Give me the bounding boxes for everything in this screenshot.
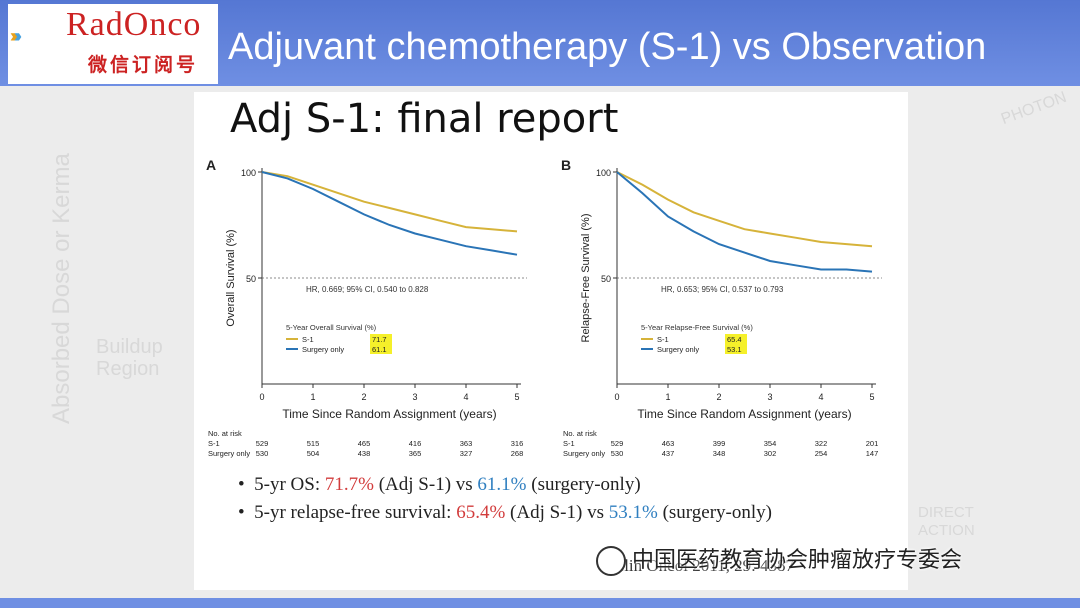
panel-b-y-axis-label: Relapse-Free Survival (%): [580, 214, 592, 343]
panel-a-risk-row-name: S-1: [208, 439, 220, 448]
citation: J Clin Oncol 2011, 29: 4387: [602, 556, 795, 575]
panel-a-x-tick-label: 3: [412, 392, 417, 402]
panel-a-y-tick-label: 50: [246, 274, 256, 284]
panel-b-legend-highlight: [725, 344, 747, 354]
rfs-surgery-value: 53.1%: [608, 502, 658, 523]
logo-subtitle: 微信订阅号: [88, 54, 199, 76]
panel-b-hr-annotation: HR, 0.653; 95% CI, 0.537 to 0.793: [661, 285, 784, 294]
panel-b-risk-value: 463: [662, 439, 675, 448]
panel-a-y-tick-label: 100: [241, 168, 256, 178]
panel-a-legend-value: 61.1: [372, 345, 387, 354]
rfs-s1-value: 65.4%: [456, 502, 506, 523]
wechat-watermark: 中国医药教育协会肿瘤放疗专委会: [596, 542, 962, 577]
page-title: Adjuvant chemotherapy (S-1) vs Observati…: [228, 26, 987, 68]
panel-a-risk-value: 365: [409, 449, 422, 458]
panel-a-risk-row-name: Surgery only: [208, 449, 250, 458]
wechat-icon: [596, 546, 626, 577]
bottom-bar: [0, 598, 1080, 608]
os-s1-value: 71.7%: [324, 474, 374, 495]
panel-a-risk-value: 504: [307, 449, 320, 458]
panel-a-risk-value: 416: [409, 439, 422, 448]
bg-photon-label: PHOTON: [998, 88, 1069, 129]
panel-b-x-axis-label: Time Since Random Assignment (years): [637, 407, 851, 421]
panel-a-label: A: [206, 157, 216, 173]
bg-buildup-label: Buildup Region: [96, 336, 163, 380]
panel-a-x-tick-label: 1: [310, 392, 315, 402]
panel-a-series-s1: [261, 171, 518, 233]
bullet-rfs: • 5-yr relapse-free survival: 65.4% (Adj…: [238, 502, 772, 523]
panel-b-risk-value: 437: [662, 449, 675, 458]
panel-b-risk-value: 530: [611, 449, 624, 458]
panel-b-risk-value: 201: [866, 439, 879, 448]
logo-text: RadOnco: [66, 6, 202, 43]
panel-a-risk-value: 465: [358, 439, 371, 448]
bg-axis-label: Absorbed Dose or Kerma: [48, 153, 75, 424]
panel-a-risk-value: 530: [256, 449, 269, 458]
panel-a-risk-value: 327: [460, 449, 473, 458]
bullet-list: • 5-yr OS: 71.7% (Adj S-1) vs 61.1% (sur…: [238, 474, 772, 530]
panel-a-risk-label: No. at risk: [208, 429, 242, 438]
panel-b-x-tick-label: 4: [818, 392, 823, 402]
bullet-os: • 5-yr OS: 71.7% (Adj S-1) vs 61.1% (sur…: [238, 474, 641, 495]
slide-image: Adj S-1: final report A 100 50 0 1 2 3 4 5 Overal…: [194, 92, 908, 590]
bg-direct-label: DIRECT ACTION: [918, 504, 975, 539]
panel-b-risk-value: 354: [764, 439, 777, 448]
panel-b-y-tick-label: 50: [601, 274, 611, 284]
panel-b-risk-row-name: Surgery only: [563, 449, 605, 458]
panel-a-x-tick-label: 4: [463, 392, 468, 402]
panel-b-legend-value: 53.1: [727, 345, 742, 354]
logo: ›››› RadOnco 微信订阅号: [8, 4, 218, 84]
panel-b-legend-value: 65.4: [727, 335, 742, 344]
panel-a-x-axis-label: Time Since Random Assignment (years): [282, 407, 496, 421]
slide-title: Adj S-1: final report: [230, 96, 619, 142]
panel-b-legend-highlight: [725, 334, 747, 344]
panel-a-series-surgery: [261, 171, 518, 256]
panel-b-risk-value: 399: [713, 439, 726, 448]
panel-b-risk-row-name: S-1: [563, 439, 575, 448]
panel-a-risk-value: 438: [358, 449, 371, 458]
panel-b-risk-value: 348: [713, 449, 726, 458]
panel-b-legend-name: S-1: [657, 335, 669, 344]
panel-a-x-tick-label: 2: [361, 392, 366, 402]
chevron-icon: ››››: [10, 26, 22, 46]
panel-b-x-tick-label: 5: [869, 392, 874, 402]
panel-b-legend-title: 5-Year Relapse-Free Survival (%): [641, 323, 753, 332]
panel-b-x-tick-label: 2: [716, 392, 721, 402]
panel-a-risk-value: 268: [511, 449, 524, 458]
panel-b-label: B: [561, 157, 571, 173]
panel-b-risk-label: No. at risk: [563, 429, 597, 438]
panel-a-y-axis-label: Overall Survival (%): [225, 229, 237, 326]
panel-a-hr-annotation: HR, 0.669; 95% CI, 0.540 to 0.828: [306, 285, 429, 294]
panel-a-risk-value: 316: [511, 439, 524, 448]
panel-a-risk-value: 515: [307, 439, 320, 448]
panel-a-legend-value: 71.7: [372, 335, 387, 344]
panel-a-x-tick-label: 5: [514, 392, 519, 402]
panel-b-risk-value: 529: [611, 439, 624, 448]
panel-b-x-tick-label: 1: [665, 392, 670, 402]
panel-a-legend-highlight: [370, 334, 392, 344]
panel-b-risk-value: 302: [764, 449, 777, 458]
panel-b-y-tick-label: 100: [596, 168, 611, 178]
panel-a-risk-value: 529: [256, 439, 269, 448]
panel-a-legend-name: S-1: [302, 335, 314, 344]
header-bar: ›››› RadOnco 微信订阅号 Adjuvant chemotherapy…: [0, 0, 1080, 86]
os-surgery-value: 61.1%: [477, 474, 527, 495]
panel-a-legend-name: Surgery only: [302, 345, 344, 354]
panel-b-x-tick-label: 0: [614, 392, 619, 402]
panel-b-x-tick-label: 3: [767, 392, 772, 402]
panel-b-legend-name: Surgery only: [657, 345, 699, 354]
panel-a-legend-title: 5-Year Overall Survival (%): [286, 323, 377, 332]
panel-a-legend-highlight: [370, 344, 392, 354]
panel-b-risk-value: 322: [815, 439, 828, 448]
panel-a-risk-value: 363: [460, 439, 473, 448]
panel-b-risk-value: 254: [815, 449, 828, 458]
panel-b-risk-value: 147: [866, 449, 879, 458]
panel-b-series-s1: [616, 171, 873, 248]
panel-b-series-surgery: [616, 171, 873, 273]
panel-a-x-tick-label: 0: [259, 392, 264, 402]
